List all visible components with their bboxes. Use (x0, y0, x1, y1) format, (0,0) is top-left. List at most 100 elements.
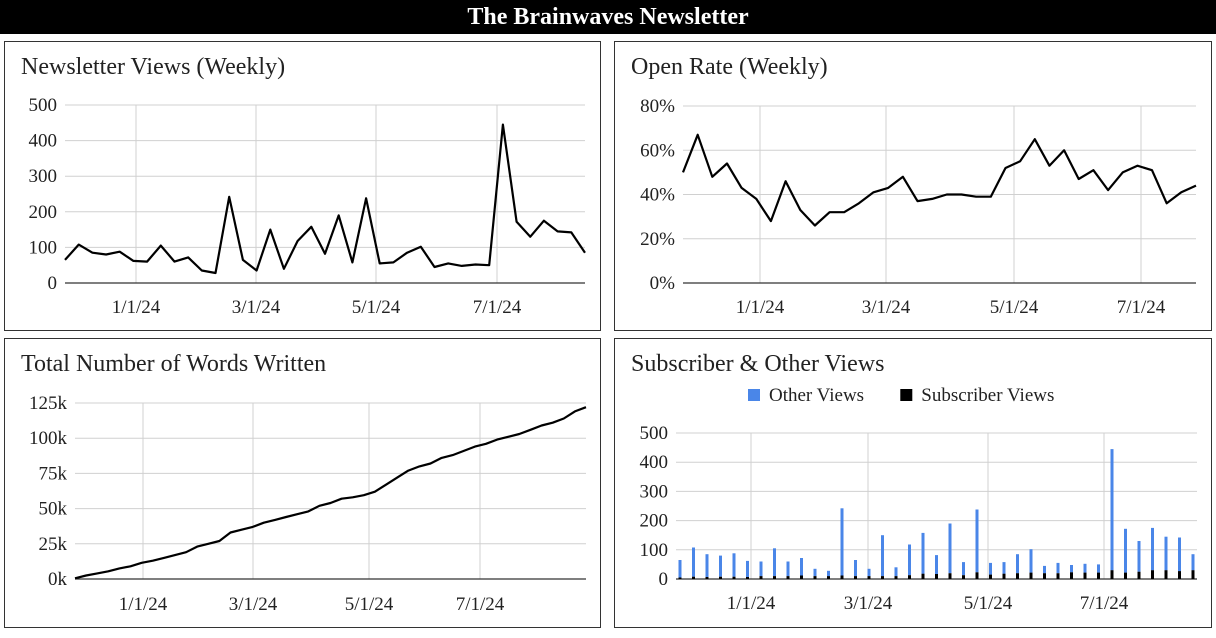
series-line (681, 133, 1197, 227)
bar-other-views (867, 568, 871, 577)
bar-subscriber-views (908, 575, 911, 579)
bar-subscriber-views (1110, 570, 1114, 579)
x-tick-label: 3/1/24 (844, 593, 893, 614)
y-tick-label: 50k (39, 499, 68, 520)
bar-subscriber-views (1164, 570, 1168, 579)
y-tick-label: 400 (640, 452, 669, 473)
bar-other-views (1151, 527, 1154, 571)
x-tick-label: 3/1/24 (232, 297, 281, 318)
bar-subscriber-views (719, 576, 722, 579)
x-tick-label: 7/1/24 (473, 297, 522, 318)
bar-subscriber-views (705, 577, 709, 579)
bar-subscriber-views (678, 577, 682, 579)
y-tick-label: 80% (640, 96, 675, 117)
x-tick-label: 5/1/24 (964, 593, 1013, 614)
bar-other-views (1056, 562, 1060, 574)
bar-subscriber-views (1178, 571, 1181, 579)
x-tick-label: 7/1/24 (1080, 593, 1129, 614)
bar-other-views (719, 555, 722, 577)
y-tick-label: 300 (29, 166, 58, 187)
bar-other-views (1043, 565, 1046, 574)
bar-other-views (948, 523, 952, 574)
words-chart: 0k 25k 50k 75k 100k 125k 1/1/24 3/1/24 5/1/24 7/1… (29, 393, 587, 615)
bar-other-views (894, 567, 898, 577)
newsletter-banner: The Brainwaves Newsletter (0, 0, 1216, 34)
bar-other-views (1164, 536, 1168, 571)
bar-other-views (1124, 528, 1127, 573)
bar-subscriber-views (759, 576, 763, 579)
bar-subscriber-views (1056, 573, 1060, 579)
bar-other-views (989, 562, 992, 575)
bar-subscriber-views (1083, 572, 1087, 579)
y-tick-label: 100 (29, 237, 58, 258)
page-title: The Brainwaves Newsletter (467, 4, 749, 30)
y-tick-label: 200 (640, 511, 669, 532)
bar-other-views (1016, 554, 1019, 574)
bar-other-views (1097, 564, 1100, 573)
bar-subscriber-views (1097, 572, 1100, 579)
bar-other-views (962, 562, 965, 576)
bar-other-views (935, 555, 938, 575)
subscriber-views-chart-panel: Subscriber & Other Views 0 100 200 300 400 50… (614, 338, 1212, 628)
bar-other-views (1070, 565, 1073, 573)
bar-subscriber-views (989, 574, 992, 579)
chart-title: Subscriber & Other Views (631, 351, 885, 377)
x-tick-label: 3/1/24 (229, 594, 278, 615)
views-chart: 0 100 200 300 400 500 1/1/24 3/1/24 5/1/24 7/1/24 (29, 95, 586, 318)
y-tick-label: 20% (640, 229, 675, 250)
y-tick-label: 0% (650, 273, 676, 294)
bar-subscriber-views (800, 575, 803, 579)
bar-subscriber-views (921, 573, 925, 579)
bar-subscriber-views (786, 576, 790, 579)
x-tick-label: 7/1/24 (456, 594, 505, 615)
y-tick-label: 100k (29, 428, 68, 449)
bar-other-views (773, 548, 776, 576)
bar-other-views (827, 570, 830, 577)
bar-subscriber-views (975, 572, 979, 579)
bar-other-views (786, 561, 790, 577)
y-tick-label: 0 (48, 273, 58, 294)
bar-other-views (881, 535, 884, 577)
bar-other-views (1083, 563, 1087, 573)
words-chart-panel: Total Number of Words Written 0k 25k 50k 75… (4, 338, 601, 628)
y-tick-label: 200 (29, 202, 58, 223)
bar-subscriber-views (773, 576, 776, 579)
bar-other-views (1002, 562, 1006, 574)
bar-other-views (1191, 554, 1195, 571)
chart-title: Open Rate (Weekly) (631, 54, 828, 80)
bar-subscriber-views (948, 573, 952, 579)
bar-subscriber-views (1137, 571, 1141, 579)
bar-subscriber-views (746, 577, 749, 579)
x-tick-label: 1/1/24 (727, 593, 776, 614)
bar-subscriber-views (894, 576, 898, 579)
bar-subscriber-views (1043, 573, 1046, 579)
bar-subscriber-views (1016, 573, 1019, 579)
y-tick-label: 100 (640, 540, 669, 561)
bar-other-views (813, 568, 817, 577)
bar-subscriber-views (881, 576, 884, 579)
y-tick-label: 300 (640, 481, 669, 502)
open-rate-chart: 0% 20% 40% 60% 80% 1/1/24 3/1/24 5/1/24 7/1/24 (640, 96, 1197, 318)
bar-other-views (1137, 541, 1141, 572)
y-tick-label: 400 (29, 131, 58, 152)
bar-other-views (1110, 449, 1114, 571)
y-tick-label: 60% (640, 140, 675, 161)
bar-other-views (854, 560, 857, 577)
series-line (64, 123, 586, 275)
x-tick-label: 1/1/24 (119, 594, 168, 615)
y-tick-label: 40% (640, 185, 675, 206)
chart-title: Total Number of Words Written (21, 351, 327, 377)
bar-subscriber-views (840, 575, 844, 579)
bar-subscriber-views (1029, 572, 1033, 579)
legend-label: Subscriber Views (921, 385, 1054, 406)
bar-other-views (840, 508, 844, 576)
y-tick-label: 125k (29, 393, 68, 414)
bar-subscriber-views (962, 575, 965, 579)
bar-subscriber-views (732, 576, 736, 579)
bar-other-views (692, 547, 695, 577)
bar-subscriber-views (854, 576, 857, 579)
x-tick-label: 1/1/24 (736, 297, 785, 318)
chart-title: Newsletter Views (Weekly) (21, 54, 286, 80)
x-tick-label: 5/1/24 (345, 594, 394, 615)
bar-other-views (800, 558, 803, 576)
